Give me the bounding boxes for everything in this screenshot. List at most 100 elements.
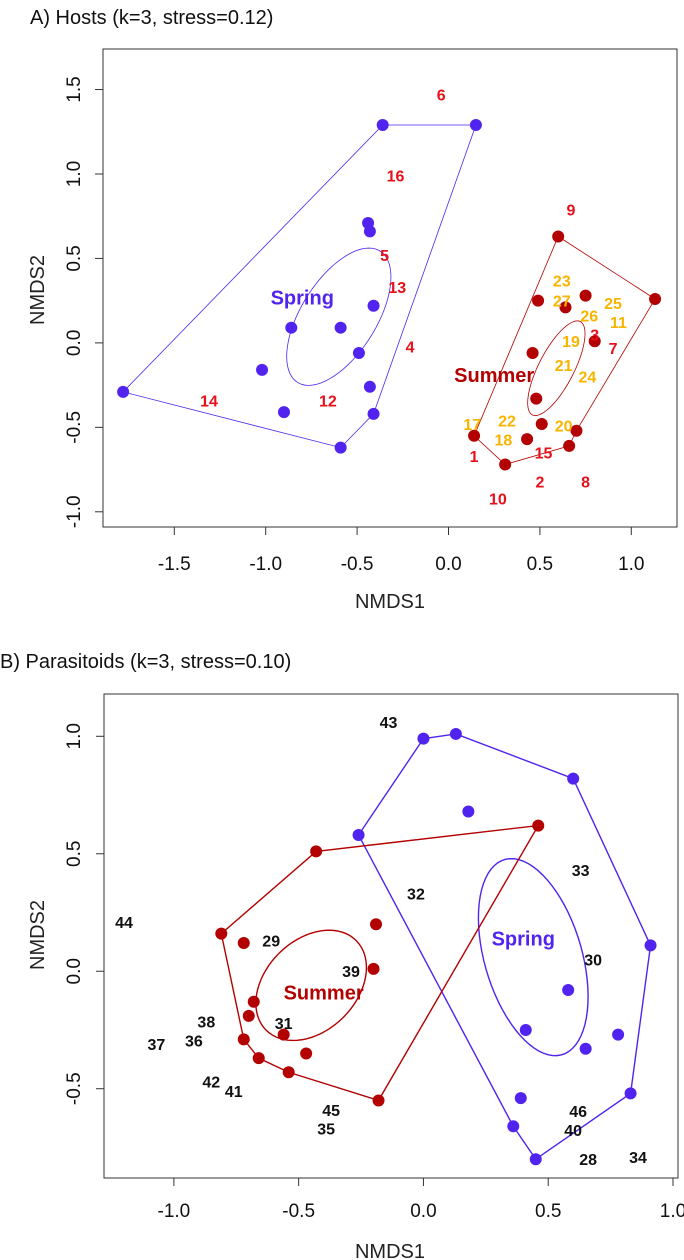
summer-point <box>552 230 565 243</box>
species-label: 9 <box>567 202 576 219</box>
spring-point <box>514 1092 527 1105</box>
x-tick-label: 0.0 <box>435 554 461 575</box>
summer-hull <box>220 824 540 1102</box>
species-label: 16 <box>387 169 405 186</box>
summer-point <box>521 433 534 446</box>
summer-point <box>570 424 583 437</box>
species-label: 14 <box>200 393 218 410</box>
species-label: 26 <box>580 309 598 326</box>
summer-point <box>532 819 545 832</box>
summer-point <box>563 439 576 452</box>
summer-point <box>247 995 260 1008</box>
summer-point <box>532 294 545 307</box>
x-tick-label: 1.0 <box>618 554 644 575</box>
summer-point <box>252 1052 265 1065</box>
species-label: 21 <box>555 358 573 375</box>
species-label: 13 <box>388 280 406 297</box>
panel-b-xlabel: NMDS1 <box>355 1241 425 1260</box>
species-label: 34 <box>629 1150 647 1167</box>
species-label: 37 <box>148 1037 166 1054</box>
summer-point <box>237 937 250 950</box>
summer-point <box>282 1066 295 1079</box>
species-label: 29 <box>262 934 280 951</box>
spring-point <box>285 321 298 334</box>
y-tick-label: 1.0 <box>64 161 85 187</box>
species-label: 42 <box>202 1075 220 1092</box>
species-label: 46 <box>569 1104 587 1121</box>
species-label: 12 <box>319 393 337 410</box>
summer-point <box>499 458 512 471</box>
species-label: 44 <box>115 915 133 932</box>
summer-point <box>468 429 481 442</box>
species-label: 31 <box>275 1016 293 1033</box>
species-label: 32 <box>407 887 425 904</box>
spring-point <box>277 406 290 419</box>
summer-point <box>310 845 323 858</box>
spring-group-label: Spring <box>271 287 334 309</box>
spring-point <box>529 1153 542 1166</box>
x-tick-label: -0.5 <box>282 1201 315 1222</box>
x-tick-label: -0.5 <box>341 554 374 575</box>
species-label: 5 <box>380 248 389 265</box>
summer-point <box>277 1028 290 1041</box>
summer-ellipse <box>527 320 586 416</box>
spring-point <box>117 385 130 398</box>
spring-point <box>624 1087 637 1100</box>
panel-a-title: A) Hosts (k=3, stress=0.12) <box>30 7 273 29</box>
species-label: 27 <box>553 294 571 311</box>
spring-point <box>644 939 657 952</box>
spring-point <box>367 299 380 312</box>
x-tick-label: 0.5 <box>527 554 553 575</box>
species-label: 30 <box>584 952 602 969</box>
plot-frame <box>103 693 679 1179</box>
summer-point <box>367 962 380 975</box>
spring-point <box>562 984 575 997</box>
summer-point <box>215 927 228 940</box>
summer-point <box>300 1047 313 1060</box>
species-label: 23 <box>553 273 571 290</box>
y-tick-label: 0.0 <box>64 330 85 356</box>
x-tick-label: 1.0 <box>660 1201 684 1222</box>
species-label: 7 <box>609 341 618 358</box>
species-label: 36 <box>185 1034 203 1051</box>
spring-point <box>417 732 430 745</box>
spring-point <box>519 1023 532 1036</box>
summer-point <box>242 1009 255 1022</box>
panel-a-xlabel: NMDS1 <box>355 591 425 613</box>
x-tick-label: -1.0 <box>249 554 282 575</box>
summer-point <box>530 392 543 405</box>
species-label: 1 <box>470 449 479 466</box>
x-tick-label: 0.5 <box>535 1201 561 1222</box>
species-label: 3 <box>590 328 599 345</box>
summer-ellipse <box>255 929 368 1042</box>
species-label: 11 <box>610 315 627 332</box>
spring-point <box>612 1028 625 1041</box>
species-label: 18 <box>494 432 512 449</box>
spring-hull <box>122 124 477 449</box>
species-label: 20 <box>555 419 573 436</box>
summer-point <box>526 347 539 360</box>
summer-point <box>535 417 548 430</box>
summer-point <box>588 335 601 348</box>
spring-point <box>376 119 389 132</box>
summer-point <box>579 289 592 302</box>
y-tick-label: 0.0 <box>64 958 85 984</box>
y-tick-label: 1.5 <box>64 76 85 102</box>
species-label: 17 <box>463 417 481 434</box>
species-label: 19 <box>562 334 580 351</box>
spring-point <box>567 772 580 785</box>
panel-b-ylabel: NMDS2 <box>27 900 49 970</box>
spring-point <box>367 407 380 420</box>
y-tick-label: -1.0 <box>64 495 85 528</box>
spring-point <box>363 380 376 393</box>
spring-point <box>334 441 347 454</box>
spring-point <box>449 727 462 740</box>
spring-point <box>352 828 365 841</box>
species-label: 33 <box>572 863 590 880</box>
species-label: 41 <box>225 1084 243 1101</box>
summer-point <box>372 1094 385 1107</box>
y-tick-label: 0.5 <box>64 841 85 867</box>
spring-point <box>352 347 365 360</box>
species-label: 43 <box>380 715 398 732</box>
